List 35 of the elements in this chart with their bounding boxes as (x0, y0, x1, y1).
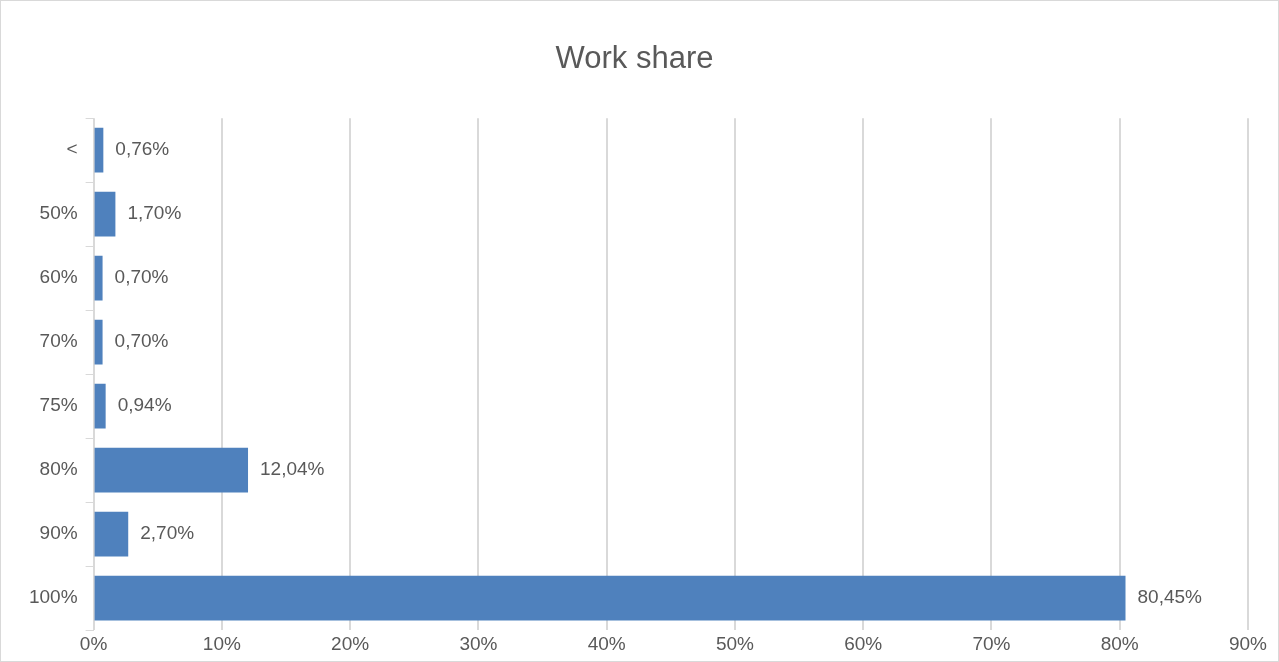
y-tick-label: 70% (39, 330, 78, 352)
y-tick-label: 75% (39, 394, 78, 416)
chart-title: Work share (555, 40, 714, 76)
bar (94, 191, 116, 237)
x-tick-label: 20% (331, 632, 370, 654)
data-label: 12,04% (260, 458, 325, 480)
y-tick-label: 60% (39, 266, 78, 288)
x-tick-label: 30% (459, 632, 498, 654)
data-label: 0,76% (115, 138, 170, 160)
bar (94, 511, 129, 557)
data-label: 0,94% (117, 394, 172, 416)
y-tick-label: < (66, 138, 78, 160)
data-label: 1,70% (127, 202, 182, 224)
y-tick-label: 50% (39, 202, 78, 224)
bar (94, 127, 104, 173)
data-label: 0,70% (114, 266, 169, 288)
x-tick-label: 10% (202, 632, 241, 654)
x-tick-label: 70% (972, 632, 1011, 654)
data-label: 2,70% (140, 522, 195, 544)
data-label: 0,70% (114, 330, 169, 352)
y-tick-label: 80% (39, 458, 78, 480)
bar (94, 447, 249, 493)
y-tick-label: 100% (28, 586, 78, 608)
x-tick-label: 50% (715, 632, 755, 654)
bar (94, 575, 1126, 621)
bar (94, 255, 103, 301)
y-tick-label: 90% (39, 522, 78, 544)
x-tick-label: 90% (1228, 632, 1268, 654)
bar (94, 383, 106, 429)
x-tick-label: 60% (844, 632, 883, 654)
x-tick-label: 80% (1100, 632, 1139, 654)
bar (94, 319, 103, 365)
x-tick-label: 0% (79, 632, 108, 654)
x-tick-label: 40% (587, 632, 626, 654)
data-label: 80,45% (1137, 586, 1203, 608)
